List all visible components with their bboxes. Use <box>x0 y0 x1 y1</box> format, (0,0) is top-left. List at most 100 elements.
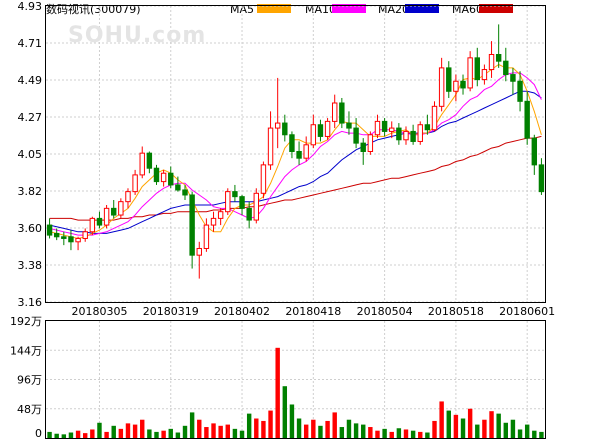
candle <box>175 176 181 192</box>
candle <box>168 166 174 189</box>
candle-body <box>296 150 302 159</box>
volume-bar <box>532 430 537 438</box>
candles <box>46 24 545 279</box>
volume-bars <box>47 347 544 438</box>
price-panel: SOHU.com 4.93 4.71 4.49 4.27 4.05 3.82 3.60 3.3… <box>18 0 556 318</box>
price-tick-label: 4.49 <box>18 74 43 87</box>
candle-body <box>75 237 81 243</box>
candle <box>217 208 224 226</box>
candle <box>446 61 452 98</box>
volume-bar <box>239 430 245 438</box>
candle-body <box>225 191 231 213</box>
candle <box>510 67 516 95</box>
candle <box>274 77 281 149</box>
volume-bar <box>118 428 124 438</box>
volume-tick-label: 96万 <box>17 374 42 387</box>
volume-bar <box>246 413 252 438</box>
volume-bar <box>161 430 166 438</box>
date-tick-label: 20180504 <box>357 305 413 318</box>
candle-body <box>217 211 224 219</box>
legend: MA5 MA10 MA20 MA60 <box>230 3 513 16</box>
volume-bar <box>332 412 337 438</box>
volume-bar <box>90 429 95 438</box>
ma20-line <box>49 90 542 234</box>
candle <box>139 146 145 179</box>
volume-bar <box>382 428 387 438</box>
candle <box>424 114 431 135</box>
candle-body <box>274 122 281 129</box>
candle <box>517 71 523 112</box>
candle <box>89 216 96 236</box>
candle-body <box>460 80 466 89</box>
volume-bar <box>410 430 416 438</box>
candle-body <box>531 137 538 166</box>
volume-tick-label: 144万 <box>10 344 42 357</box>
date-tick-label: 20180305 <box>71 305 127 318</box>
candle <box>346 111 352 135</box>
price-tick-label: 4.93 <box>18 0 43 13</box>
candle <box>495 24 502 68</box>
candle-body <box>196 247 202 256</box>
candle-body <box>446 67 452 92</box>
candle-body <box>232 191 238 198</box>
candle-body <box>438 67 445 107</box>
candle-body <box>324 120 331 137</box>
chart-title: 数码视讯(300079) <box>46 2 141 16</box>
volume-frame <box>45 320 546 439</box>
volume-bar <box>68 432 74 438</box>
candle <box>118 198 124 219</box>
watermark: SOHU.com <box>68 23 206 48</box>
candle-body <box>260 164 267 194</box>
candle <box>474 47 480 87</box>
candle-body <box>118 201 124 216</box>
volume-bar <box>268 410 273 438</box>
candle-body <box>46 224 53 236</box>
candle <box>481 64 488 85</box>
candle-body <box>367 134 374 152</box>
candle <box>61 231 67 246</box>
volume-bar <box>211 423 216 438</box>
volume-bar <box>232 428 238 438</box>
ma5-line <box>49 63 542 240</box>
candle-body <box>182 189 188 196</box>
candle-body <box>310 124 317 146</box>
date-tick-label: 20180319 <box>143 305 199 318</box>
candle <box>324 118 331 140</box>
candle <box>438 57 445 112</box>
candle-body <box>381 120 388 132</box>
candle <box>75 236 81 251</box>
candle <box>410 124 416 145</box>
volume-bar <box>425 432 430 438</box>
volume-bar <box>475 424 480 438</box>
volume-bar <box>396 428 402 438</box>
volume-bar <box>453 414 459 438</box>
candle-body <box>246 207 252 221</box>
candle <box>503 47 509 82</box>
candle <box>531 134 538 175</box>
volume-bar <box>361 424 366 438</box>
volume-bar <box>125 423 131 438</box>
volume-bar <box>339 427 345 438</box>
candle-body <box>139 152 145 176</box>
candle <box>467 51 473 92</box>
candle-body <box>374 120 381 136</box>
candle <box>246 201 252 229</box>
candle-body <box>331 102 338 122</box>
volume-bar <box>154 431 159 438</box>
volume-bar <box>140 419 145 438</box>
candle-body <box>153 167 160 183</box>
volume-bar <box>296 418 302 438</box>
candle-body <box>82 231 88 239</box>
price-tick-label: 3.82 <box>18 185 43 198</box>
candle <box>82 228 88 242</box>
price-tick-label: 4.27 <box>18 111 43 124</box>
volume-bar <box>389 431 394 438</box>
legend-swatch-ma10 <box>332 4 366 13</box>
candle-body <box>360 142 366 152</box>
candle-body <box>175 184 181 191</box>
volume-bar <box>346 419 352 438</box>
candle-body <box>53 232 60 238</box>
volume-bar <box>467 408 473 438</box>
candle-body <box>282 122 288 136</box>
candle <box>360 138 366 165</box>
